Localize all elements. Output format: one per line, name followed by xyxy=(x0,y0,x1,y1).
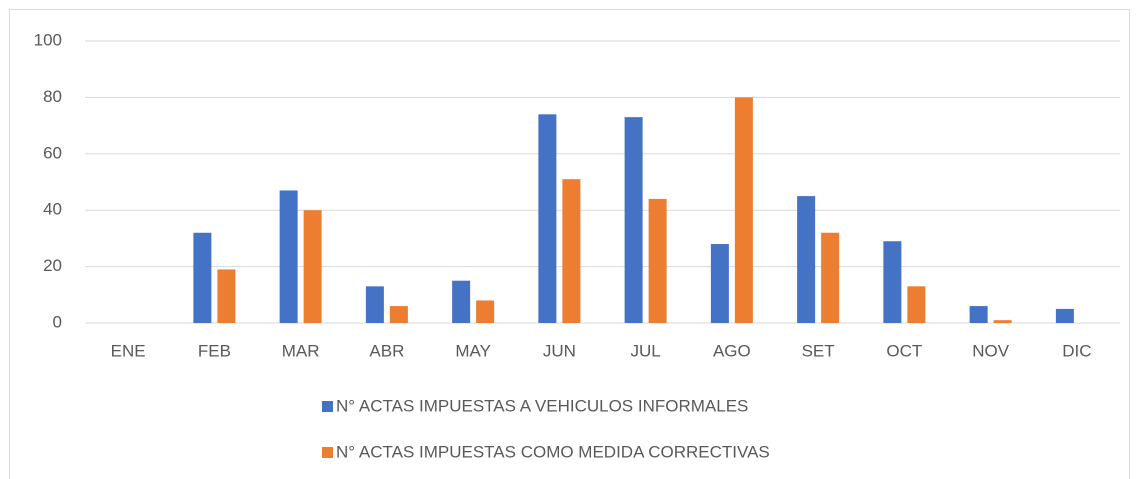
bar xyxy=(993,320,1012,323)
x-tick-label: MAR xyxy=(282,341,320,360)
bar xyxy=(883,241,902,323)
bar xyxy=(562,179,581,323)
bar xyxy=(303,210,322,323)
x-tick-label: FEB xyxy=(198,341,231,360)
bar xyxy=(907,286,926,323)
y-tick-label: 80 xyxy=(43,87,62,106)
bar xyxy=(624,117,643,323)
bar xyxy=(1055,308,1074,323)
x-tick-label: ENE xyxy=(111,341,146,360)
bar xyxy=(734,97,753,324)
bar xyxy=(365,286,384,323)
y-tick-label: 100 xyxy=(34,30,62,49)
chart-border xyxy=(9,9,1130,479)
bar xyxy=(389,306,408,323)
y-tick-label: 20 xyxy=(43,256,62,275)
bar xyxy=(193,232,212,323)
bar xyxy=(279,190,298,323)
legend-swatch xyxy=(322,447,333,458)
x-tick-label: MAY xyxy=(455,341,491,360)
x-tick-label: ABR xyxy=(369,341,404,360)
bar xyxy=(969,306,988,323)
y-tick-label: 0 xyxy=(53,312,62,331)
x-tick-label: JUL xyxy=(631,341,661,360)
bar xyxy=(217,269,236,323)
bar xyxy=(476,300,495,323)
x-tick-label: DIC xyxy=(1062,341,1091,360)
legend-label: N° ACTAS IMPUESTAS A VEHICULOS INFORMALE… xyxy=(336,396,748,415)
bar xyxy=(821,232,840,323)
bar xyxy=(648,198,667,323)
y-tick-label: 60 xyxy=(43,143,62,162)
y-tick-label: 40 xyxy=(43,200,62,219)
bar xyxy=(538,114,557,323)
x-tick-label: NOV xyxy=(972,341,1010,360)
x-tick-label: JUN xyxy=(543,341,576,360)
x-tick-label: AGO xyxy=(713,341,751,360)
x-tick-label: OCT xyxy=(886,341,922,360)
bar xyxy=(710,244,729,323)
bar xyxy=(452,280,471,323)
legend-label: N° ACTAS IMPUESTAS COMO MEDIDA CORRECTIV… xyxy=(336,442,770,461)
x-tick-label: SET xyxy=(802,341,835,360)
bar xyxy=(797,196,816,323)
legend-swatch xyxy=(322,401,333,412)
